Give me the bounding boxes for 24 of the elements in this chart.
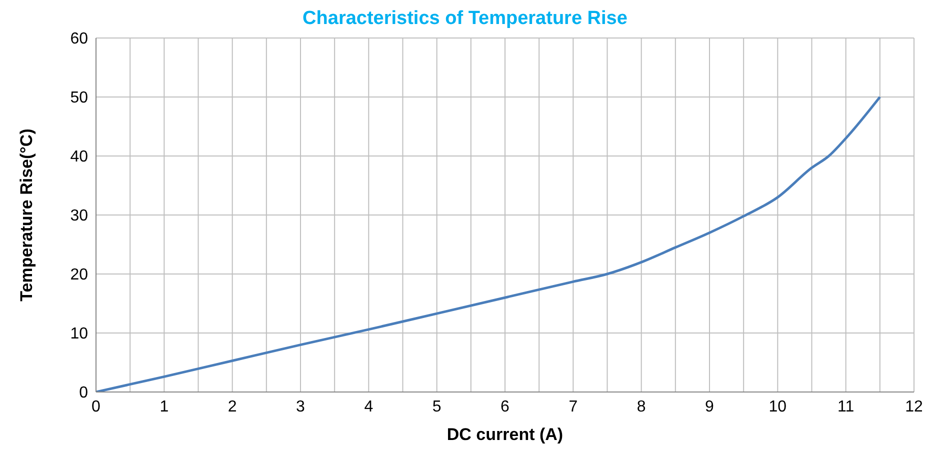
x-tick-label: 2 [228, 398, 237, 416]
y-axis-title: Temperature Rise(°C) [17, 128, 36, 302]
x-tick-label: 6 [500, 398, 510, 416]
y-tick-label: 50 [70, 90, 88, 107]
x-tick-label: 7 [568, 398, 578, 416]
y-tick-label: 20 [70, 266, 88, 284]
x-tick-label: 0 [92, 398, 101, 416]
x-tick-label: 9 [705, 398, 714, 416]
x-tick-label: 8 [636, 398, 646, 416]
x-tick-label: 1 [160, 398, 169, 416]
x-axis-title: DC current (A) [446, 425, 564, 444]
y-tick-label: 60 [70, 30, 88, 48]
chart-title: Characteristics of Temperature Rise [302, 8, 628, 31]
x-tick-label: 3 [296, 398, 306, 416]
y-tick-label: 40 [70, 148, 88, 166]
y-tick-label: 10 [70, 326, 88, 343]
x-tick-label: 12 [905, 398, 923, 416]
line-series [96, 96, 882, 392]
y-tick-label: 30 [70, 208, 88, 225]
x-tick-label: 4 [364, 398, 374, 416]
x-tick-label: 5 [432, 398, 442, 416]
x-tick-label: 11 [838, 398, 854, 416]
x-tick-label: 10 [768, 398, 787, 416]
y-tick-label: 0 [79, 384, 88, 402]
